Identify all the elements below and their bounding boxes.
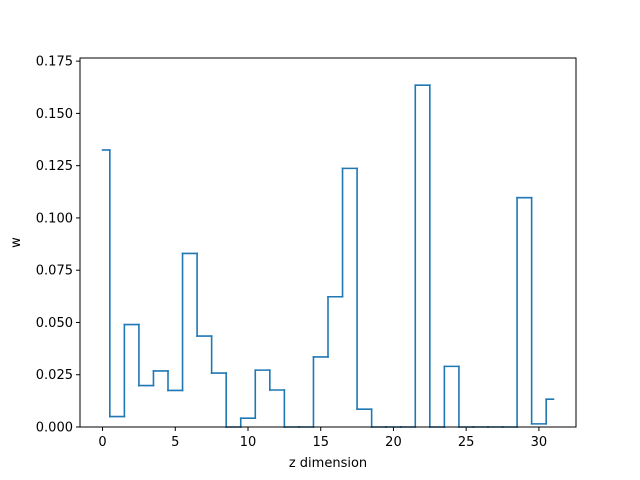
x-tick-label: 5 (171, 435, 179, 450)
y-tick-label: 0.000 (36, 421, 73, 436)
x-tick-label: 10 (240, 435, 257, 450)
plot-frame (79, 57, 577, 428)
x-tick-label: 25 (458, 435, 475, 450)
y-tick-label: 0.175 (36, 55, 73, 70)
x-tick-label: 20 (385, 435, 402, 450)
series-steps (101, 84, 555, 428)
y-tick-label: 0.125 (36, 159, 73, 174)
y-tick-label: 0.025 (36, 368, 73, 383)
x-tick-label: 0 (98, 435, 106, 450)
y-tick-label: 0.150 (36, 107, 73, 122)
series-layer (101, 84, 555, 428)
y-axis-label: w (9, 237, 24, 248)
y-axis-ticks: 0.000 0.025 0.050 0.075 0.100 0.125 0.150 0.175 (36, 55, 80, 436)
x-axis-ticks: 0 5 10 15 20 25 30 (98, 427, 547, 450)
x-tick-label: 30 (531, 435, 548, 450)
x-tick-label: 15 (312, 435, 329, 450)
y-tick-label: 0.050 (36, 316, 73, 331)
y-tick-label: 0.100 (36, 211, 73, 226)
x-axis-label: z dimension (289, 456, 367, 471)
y-tick-label: 0.075 (36, 264, 73, 279)
